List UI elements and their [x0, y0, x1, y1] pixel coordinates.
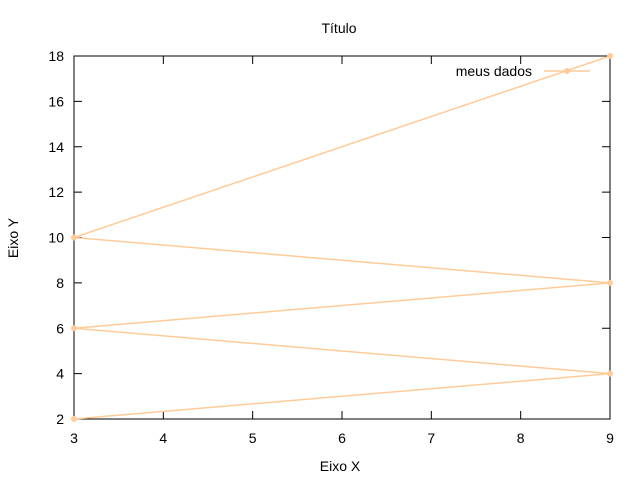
legend-marker [564, 68, 570, 74]
y-tick-label: 12 [48, 184, 64, 200]
plot-area-border [73, 55, 611, 420]
x-tick-label: 8 [517, 430, 525, 446]
y-tick-label: 10 [48, 230, 64, 246]
y-tick-label: 8 [56, 275, 64, 291]
x-tick-label: 7 [427, 430, 435, 446]
data-point [607, 53, 613, 59]
x-axis: 3 4 5 6 7 8 9 [70, 56, 614, 446]
y-tick-label: 2 [56, 411, 64, 427]
x-tick-label: 3 [70, 430, 78, 446]
y-tick-label: 18 [48, 48, 64, 64]
series-layer [71, 53, 613, 422]
y-axis: 2 4 6 8 10 12 14 16 18 [48, 48, 610, 427]
series-line [73, 55, 611, 420]
y-tick-label: 16 [48, 93, 64, 109]
x-tick-label: 5 [249, 430, 257, 446]
chart-title: Título [321, 20, 356, 36]
data-point [607, 279, 613, 286]
x-tick-label: 4 [159, 430, 167, 446]
x-tick-label: 9 [606, 430, 614, 446]
data-point [71, 234, 77, 241]
x-axis-title: Eixo X [320, 458, 361, 474]
x-tick-label: 6 [338, 430, 346, 446]
data-point [71, 325, 77, 332]
y-tick-label: 14 [48, 139, 64, 155]
data-point [71, 416, 77, 422]
legend-label: meus dados [456, 63, 532, 79]
legend: meus dados [456, 63, 590, 79]
y-tick-label: 4 [56, 366, 64, 382]
data-point [607, 370, 613, 377]
y-axis-title: Eixo Y [5, 217, 21, 258]
y-tick-label: 6 [56, 320, 64, 336]
